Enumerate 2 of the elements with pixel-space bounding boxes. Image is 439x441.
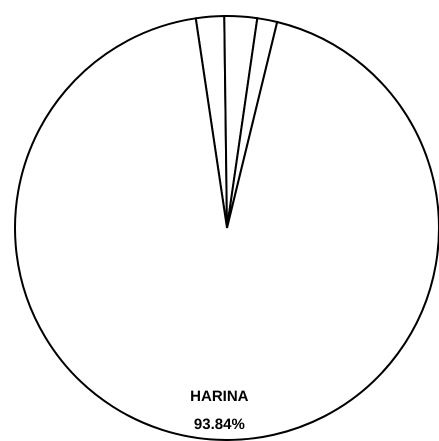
slice-label: HARINA <box>190 388 249 405</box>
data-label: 93.84% <box>194 416 245 433</box>
